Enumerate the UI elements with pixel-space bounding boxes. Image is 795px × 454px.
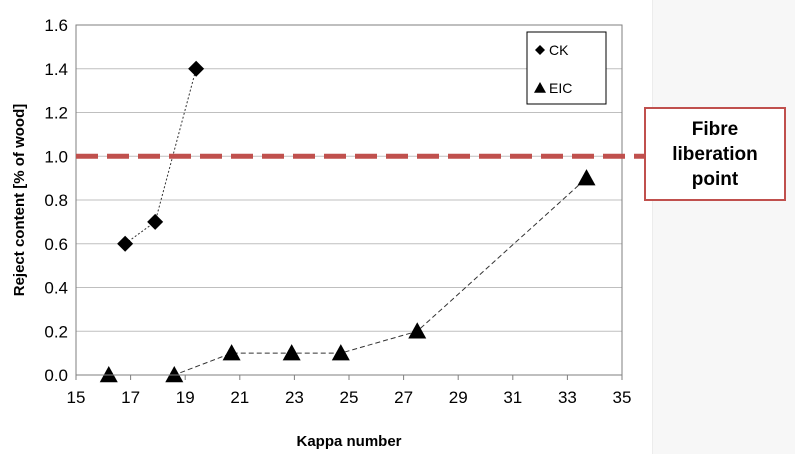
y-tick-label: 0.2 (44, 322, 68, 341)
x-tick-label: 19 (176, 388, 195, 407)
x-tick-label: 27 (394, 388, 413, 407)
x-tick-label: 31 (503, 388, 522, 407)
grid-lines (76, 24, 622, 332)
callout-line-2: liberation (672, 143, 758, 165)
y-tick-label: 0.0 (44, 366, 68, 385)
right-panel-background (652, 0, 795, 454)
y-tick-label: 0.6 (44, 235, 68, 254)
series-line-eic (108, 177, 587, 376)
y-tick-label: 0.8 (44, 191, 68, 210)
y-tick-label: 0.4 (44, 279, 68, 298)
data-point-eic (222, 344, 241, 361)
data-series (99, 60, 596, 383)
plot-frame (75, 24, 623, 376)
x-tick-label: 17 (121, 388, 140, 407)
callout-text: Fibre liberation point (660, 117, 770, 192)
y-tick-label: 1.4 (44, 60, 68, 79)
x-tick-label: 29 (449, 388, 468, 407)
y-tick-label: 1.2 (44, 104, 68, 123)
x-axis-title: Kappa number (296, 433, 401, 450)
x-tick-label: 21 (230, 388, 249, 407)
y-tick-label: 1.6 (44, 16, 68, 35)
x-tick-label: 25 (340, 388, 359, 407)
x-tick-label: 35 (613, 388, 632, 407)
data-point-ck (117, 235, 134, 252)
y-tick-label: 1.0 (44, 147, 68, 166)
y-axis-title: Reject content [% of wood] (11, 104, 28, 297)
data-point-eic (331, 344, 350, 361)
data-point-eic (282, 344, 301, 361)
legend-label-ck: CK (549, 42, 569, 58)
tick-labels: 0.0 0.2 0.4 0.6 0.8 1.0 1.2 1.4 1.6 15 17 19 21 23 25 2… (44, 16, 631, 407)
legend-marker-eic (534, 82, 546, 93)
legend-label-eic: EIC (549, 80, 572, 96)
legend-marker-ck (535, 45, 545, 55)
x-tick-label: 15 (67, 388, 86, 407)
data-point-eic (408, 322, 427, 339)
callout-line-3: point (691, 168, 739, 190)
x-tick-label: 33 (558, 388, 577, 407)
data-point-ck (147, 213, 164, 230)
legend: CK EIC (526, 31, 607, 105)
data-point-eic (99, 366, 118, 383)
data-point-eic (165, 366, 184, 383)
callout-line-1: Fibre (691, 118, 739, 140)
data-point-eic (577, 169, 596, 186)
data-point-ck (188, 60, 205, 77)
fibre-liberation-callout: Fibre liberation point (644, 107, 786, 201)
x-tick-label: 23 (285, 388, 304, 407)
